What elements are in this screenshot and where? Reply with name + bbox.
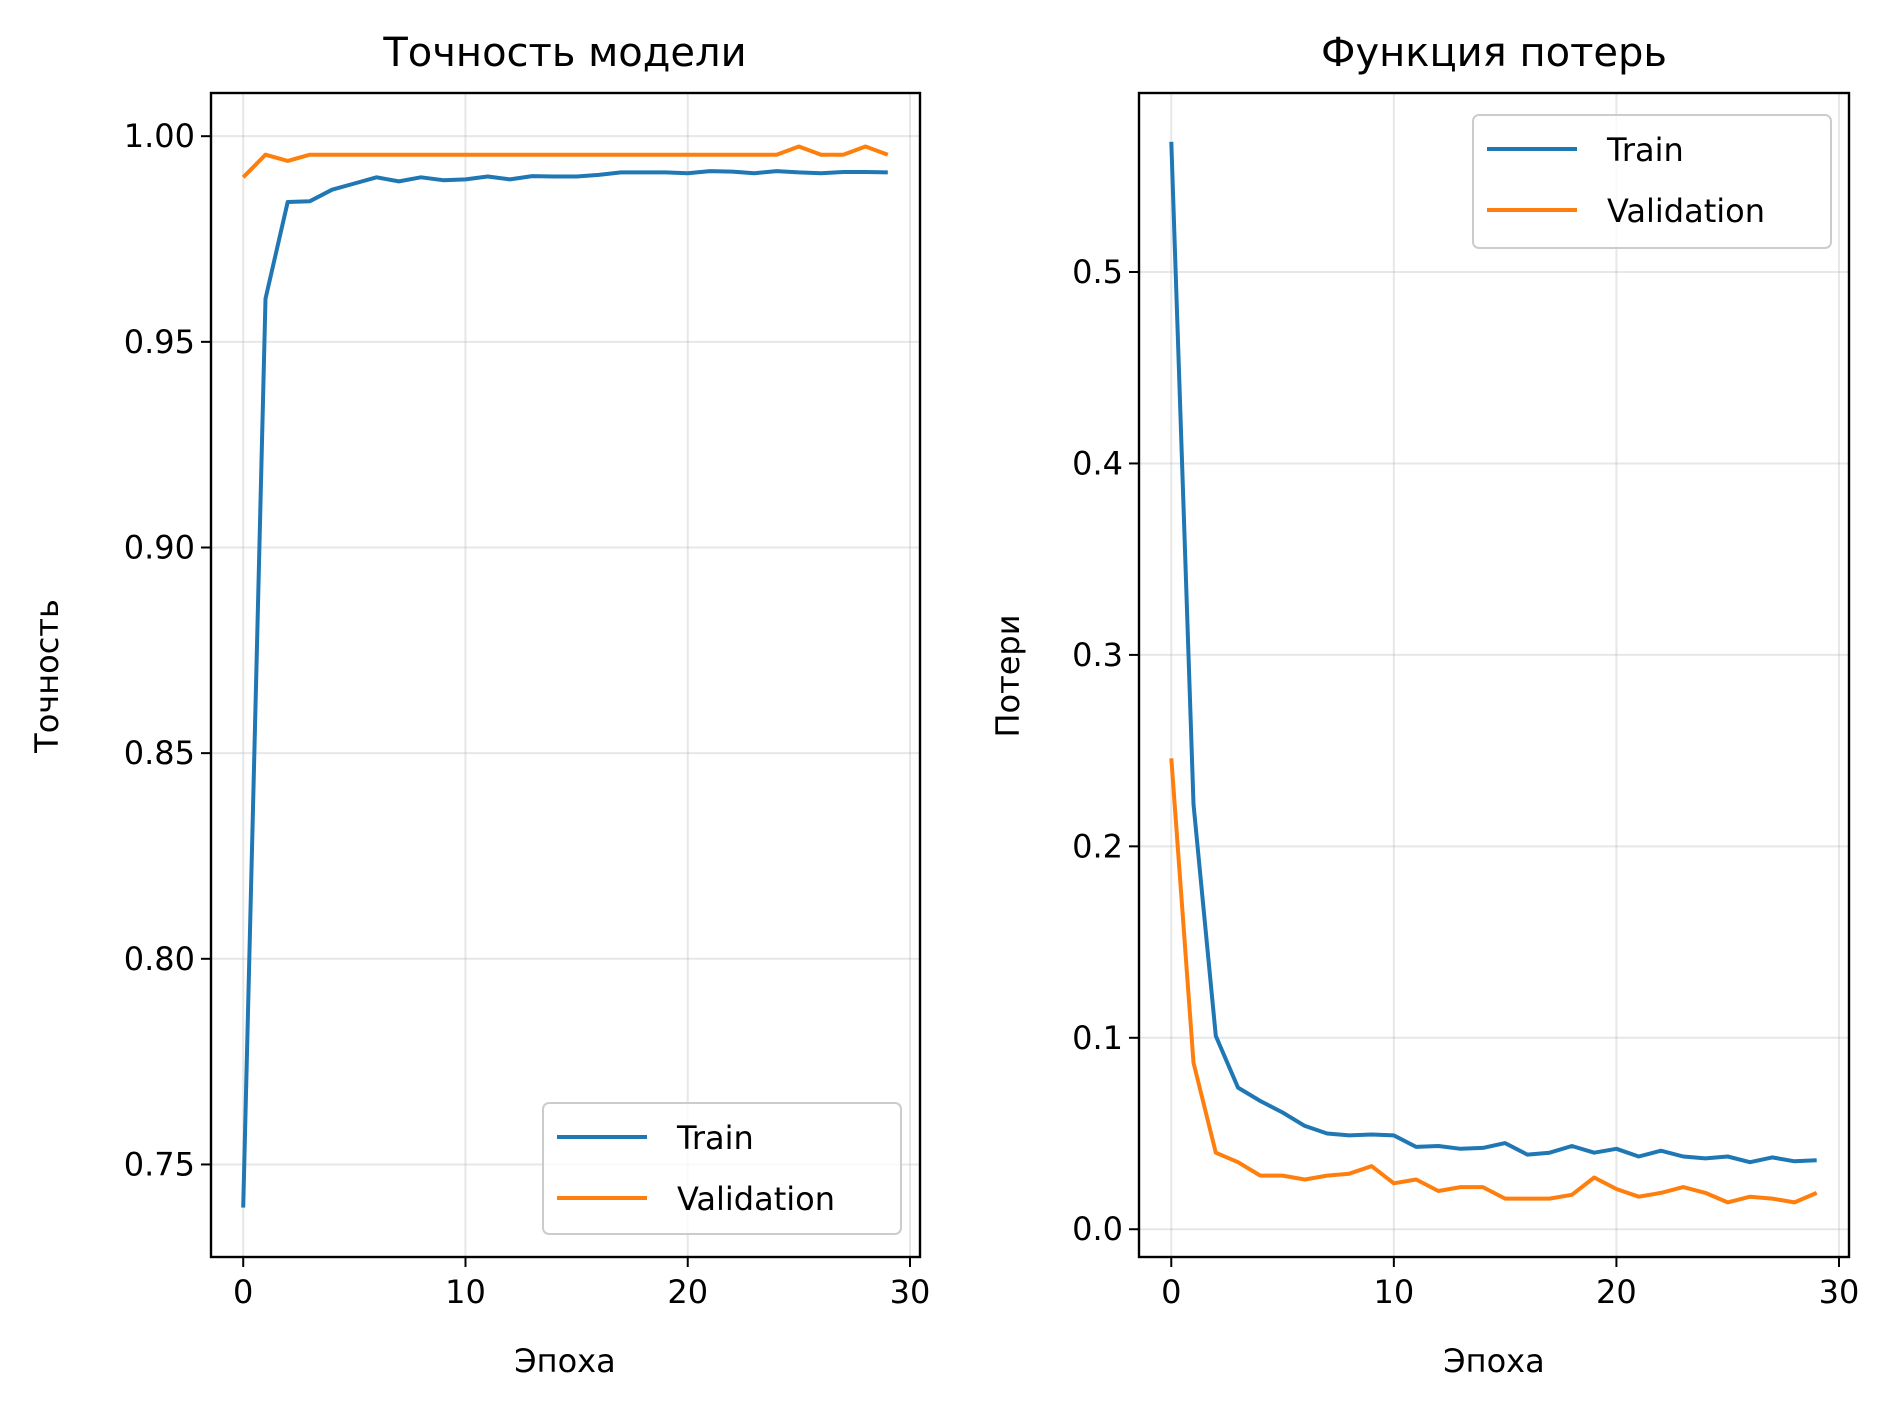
loss-x-ticks: 0 10 20 30: [1161, 1257, 1859, 1311]
loss-gridlines: [1139, 93, 1849, 1257]
accuracy-y-tick-label: 0.95: [124, 323, 195, 361]
accuracy-y-ticks: 0.75 0.80 0.85 0.90 0.95 1.00: [124, 117, 211, 1183]
loss-x-tick-label: 20: [1596, 1273, 1637, 1311]
accuracy-y-tick-label: 1.00: [124, 117, 195, 155]
loss-y-tick-label: 0.3: [1072, 636, 1123, 674]
loss-y-tick-label: 0.4: [1072, 444, 1123, 482]
loss-x-tick-label: 0: [1161, 1273, 1181, 1311]
accuracy-y-tick-label: 0.80: [124, 940, 195, 978]
accuracy-series-lines: [241, 144, 889, 1208]
accuracy-train-line: [241, 169, 888, 1208]
accuracy-plot-frame: [209, 91, 922, 1259]
loss-x-tick-label: 30: [1819, 1273, 1860, 1311]
accuracy-x-tick-label: 10: [445, 1273, 486, 1311]
accuracy-x-tick-label: 20: [667, 1273, 708, 1311]
loss-legend-validation-label: Validation: [1607, 192, 1765, 230]
loss-y-tick-label: 0.5: [1072, 253, 1123, 291]
loss-x-tick-label: 10: [1373, 1273, 1414, 1311]
loss-chart: 0 10 20 30 0.0 0.1 0.2 0.3 0.4 0.5 Функция потер…: [989, 30, 1859, 1380]
loss-series-lines: [1169, 141, 1818, 1205]
accuracy-y-tick-label: 0.90: [124, 528, 195, 566]
accuracy-x-tick-label: 30: [890, 1273, 931, 1311]
loss-y-axis-label: Потери: [989, 614, 1027, 737]
loss-validation-line: [1169, 758, 1818, 1205]
loss-y-tick-label: 0.0: [1072, 1210, 1123, 1248]
accuracy-y-tick-label: 0.75: [124, 1145, 195, 1183]
loss-legend-train-label: Train: [1606, 131, 1684, 169]
accuracy-legend-train-label: Train: [676, 1119, 754, 1157]
accuracy-y-tick-label: 0.85: [124, 734, 195, 772]
loss-plot-frame: [1137, 91, 1851, 1259]
accuracy-legend: Train Validation: [542, 1102, 902, 1235]
accuracy-x-axis-label: Эпоха: [514, 1342, 615, 1380]
accuracy-validation-line: [241, 144, 889, 179]
loss-x-axis-label: Эпоха: [1443, 1342, 1544, 1380]
accuracy-x-ticks: 0 10 20 30: [233, 1257, 930, 1311]
accuracy-y-axis-label: Точность: [28, 599, 66, 754]
loss-y-tick-label: 0.1: [1072, 1019, 1123, 1057]
accuracy-chart: 0 10 20 30 0.75 0.80 0.85 0.90 0.95 1.00 Точност…: [28, 30, 930, 1380]
loss-y-ticks: 0.0 0.1 0.2 0.3 0.4 0.5: [1072, 253, 1139, 1248]
accuracy-x-tick-label: 0: [233, 1273, 253, 1311]
accuracy-legend-validation-label: Validation: [677, 1180, 835, 1218]
loss-train-line: [1169, 141, 1817, 1165]
loss-legend: Train Validation: [1472, 114, 1832, 249]
loss-y-tick-label: 0.2: [1072, 827, 1123, 865]
loss-chart-title: Функция потерь: [1321, 30, 1667, 76]
accuracy-gridlines: [211, 93, 920, 1257]
accuracy-chart-title: Точность модели: [382, 30, 746, 76]
